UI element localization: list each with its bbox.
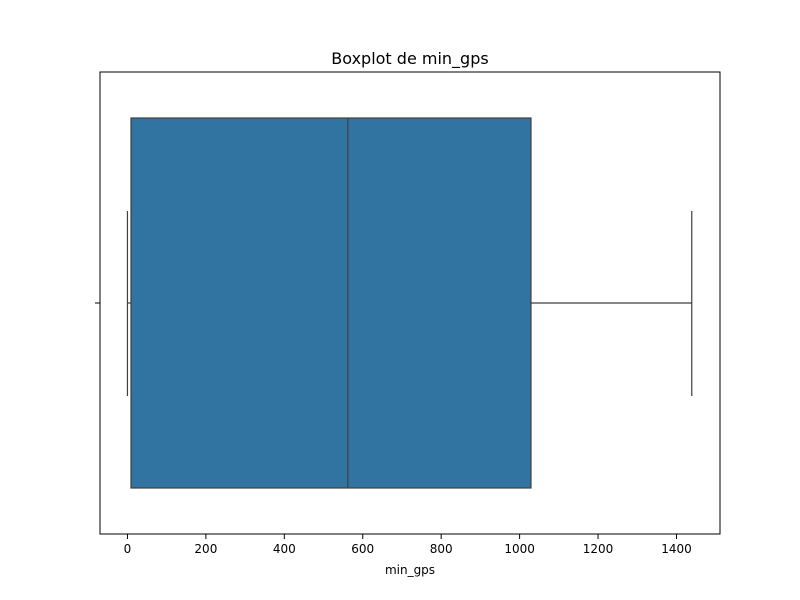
x-axis-label: min_gps xyxy=(385,563,435,577)
chart-title: Boxplot de min_gps xyxy=(331,49,488,69)
interquartile-box xyxy=(130,117,532,489)
x-tick-label: 1200 xyxy=(583,542,614,556)
x-tick-label: 200 xyxy=(194,542,217,556)
box-plot xyxy=(126,117,693,489)
x-tick-label: 0 xyxy=(124,542,132,556)
x-tick-label: 1400 xyxy=(661,542,692,556)
x-tick-label: 800 xyxy=(430,542,453,556)
x-tick-label: 600 xyxy=(351,542,374,556)
x-tick-label: 1000 xyxy=(504,542,535,556)
x-tick-label: 400 xyxy=(273,542,296,556)
x-axis: 0 200 400 600 800 1000 1200 1400 xyxy=(124,534,692,556)
